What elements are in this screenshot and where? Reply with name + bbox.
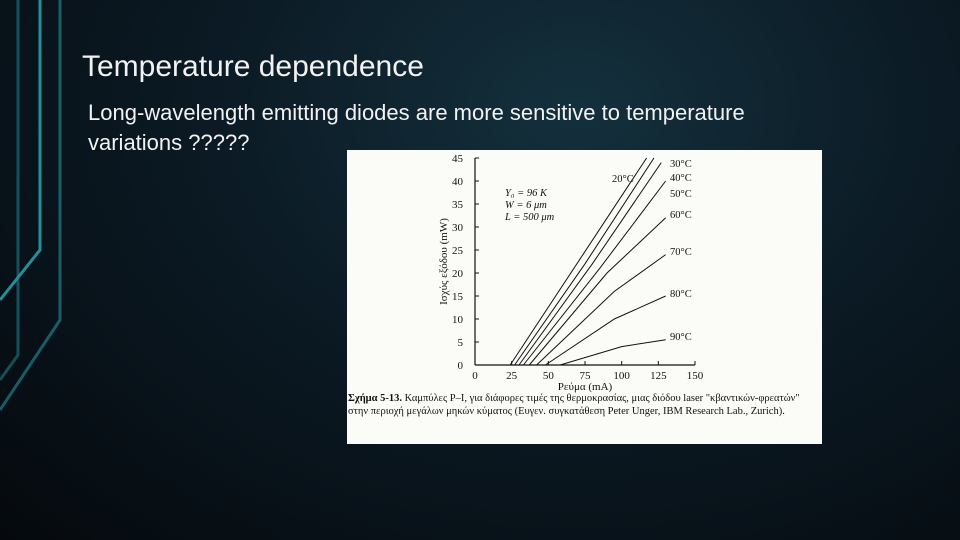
curve — [518, 162, 662, 366]
x-tick-label: 25 — [506, 370, 518, 382]
curve-label: 60°C — [670, 210, 692, 221]
y-axis-label: Ισχύς εξόδου (mW) — [438, 218, 450, 305]
y-tick-label: 35 — [452, 199, 464, 211]
curve — [559, 339, 666, 366]
figure: 0 5 10 15 20 25 30 35 40 45 0 25 50 75 100 125 150 Ρεύμα … — [347, 150, 822, 444]
curve-label: 80°C — [670, 289, 692, 300]
x-tick-label: 100 — [613, 370, 630, 382]
curve — [509, 157, 648, 366]
parameter: Y₀ = 96 K — [505, 188, 548, 199]
y-tick-label: 5 — [458, 337, 464, 349]
parameter: L = 500 μm — [504, 212, 555, 223]
y-tick-label: 30 — [452, 222, 464, 234]
caption-label: Σχήμα 5-13. — [348, 393, 402, 404]
curve — [528, 217, 667, 366]
slide-body: Long-wavelength emitting diodes are more… — [88, 98, 908, 158]
x-tick-label: 75 — [580, 370, 592, 382]
figure-plot: 0 5 10 15 20 25 30 35 40 45 0 25 50 75 100 125 150 Ρεύμα … — [438, 153, 704, 393]
curve-label: 40°C — [670, 173, 692, 184]
y-tick-label: 0 — [458, 360, 464, 372]
x-tick-label: 0 — [472, 370, 478, 382]
slide-title: Temperature dependence — [82, 50, 424, 83]
curve-label: 20°C — [612, 174, 634, 185]
curve — [523, 180, 667, 366]
curve — [545, 295, 666, 366]
body-line: variations ????? — [88, 130, 250, 155]
y-tick-label: 45 — [452, 153, 464, 165]
curve-label: 30°C — [670, 159, 692, 170]
figure-caption: Σχήμα 5-13. Καμπύλες P–I, για διάφορες τ… — [348, 392, 818, 418]
curve-label: 50°C — [670, 189, 692, 200]
curve — [536, 254, 666, 366]
caption-text: Καμπύλες P–I, για διάφορες τιμές της θερ… — [348, 393, 800, 417]
curve — [514, 157, 655, 366]
curve-label: 90°C — [670, 332, 692, 343]
x-axis-label: Ρεύμα (mA) — [558, 381, 613, 393]
x-tick-label: 150 — [687, 370, 704, 382]
parameter: W = 6 μm — [505, 200, 547, 211]
body-line: Long-wavelength emitting diodes are more… — [88, 100, 745, 125]
y-tick-label: 40 — [452, 176, 464, 188]
y-tick-label: 25 — [452, 245, 464, 257]
y-tick-label: 10 — [452, 314, 464, 326]
x-tick-label: 50 — [543, 370, 555, 382]
y-tick-label: 20 — [452, 268, 464, 280]
curve-label: 70°C — [670, 247, 692, 258]
y-tick-label: 15 — [452, 291, 464, 303]
x-tick-label: 125 — [650, 370, 667, 382]
